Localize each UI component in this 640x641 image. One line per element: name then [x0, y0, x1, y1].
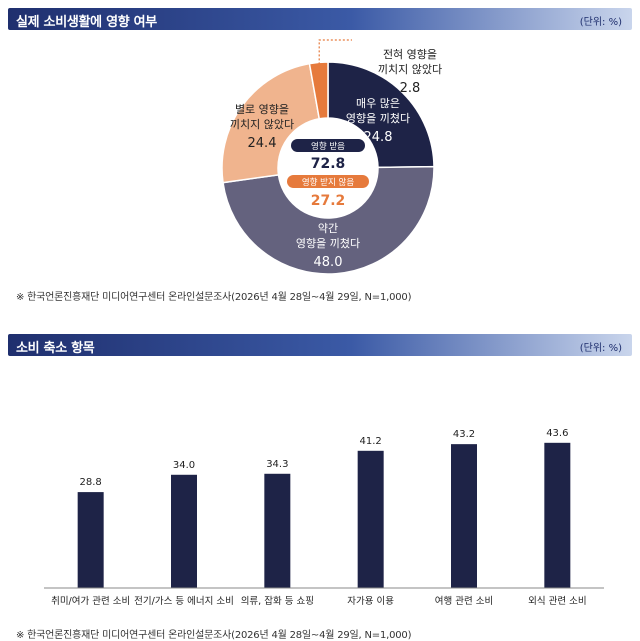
bar — [77, 492, 104, 588]
panel-consumption-impact: 실제 소비생활에 영향 여부 (단위: %) — [8, 8, 632, 30]
bar — [264, 473, 291, 588]
bar-value-label: 34.3 — [266, 459, 288, 470]
affected-value: 72.8 — [311, 156, 346, 172]
bar-value-label: 41.2 — [360, 436, 382, 447]
unaffected-value: 27.2 — [311, 193, 346, 209]
bar-value-label: 43.2 — [453, 429, 475, 440]
panel-header: 소비 축소 항목 (단위: %) — [8, 334, 632, 356]
bar-chart: 28.8 취미/여가 관련 소비 34.0 전기/가스 등 에너지 소비 34.3 의류,… — [44, 428, 604, 607]
bar — [357, 450, 384, 588]
slice-label-text: 전혀 영향을 — [383, 48, 437, 61]
leader-line — [318, 39, 352, 69]
unaffected-badge — [287, 175, 369, 188]
slice-label-text: 끼치지 않았다 — [230, 118, 294, 131]
category-label: 자가용 이용 — [347, 596, 394, 607]
slice-value: 48.0 — [314, 255, 343, 270]
affected-label: 영향 받음 — [311, 141, 345, 152]
source-note: ※ 한국언론진흥재단 미디어연구센터 온라인설문조사(2026년 4월 28일~… — [16, 630, 412, 641]
donut-slice — [308, 61, 329, 120]
bar-value-label: 34.0 — [173, 460, 195, 471]
donut-slice — [222, 165, 435, 275]
category-label: 전기/가스 등 에너지 소비 — [134, 596, 234, 607]
slice-label-text: 매우 많은 — [356, 97, 400, 110]
slice-value: 24.4 — [248, 136, 277, 151]
slice-label-text: 별로 영향을 — [235, 103, 289, 116]
category-label: 외식 관련 소비 — [528, 595, 586, 607]
bar — [451, 444, 477, 588]
donut-slice — [221, 62, 321, 184]
category-label: 의류, 잡화 등 쇼핑 — [241, 595, 314, 607]
panel-header: 실제 소비생활에 영향 여부 (단위: %) — [8, 8, 632, 30]
bar-value-label: 43.6 — [546, 428, 568, 439]
category-label: 여행 관련 소비 — [435, 595, 493, 607]
panel-title: 소비 축소 항목 — [16, 341, 95, 356]
slice-label-text: 약간 — [318, 221, 338, 235]
bar-value-label: 28.8 — [80, 477, 102, 488]
slice-value: 2.8 — [400, 81, 421, 96]
source-note: ※ 한국언론진흥재단 미디어연구센터 온라인설문조사(2026년 4월 28일~… — [16, 292, 412, 303]
slice-label-text: 영향을 끼쳤다 — [346, 112, 410, 125]
affected-badge — [291, 139, 365, 152]
unaffected-label: 영향 받지 않음 — [302, 177, 355, 188]
bar — [544, 442, 571, 588]
unit-label: (단위: %) — [579, 17, 622, 28]
slice-label-text: 끼치지 않았다 — [378, 63, 442, 76]
slice-value: 24.8 — [364, 130, 393, 145]
slice-label-text: 영향을 끼쳤다 — [296, 237, 360, 250]
unit-label: (단위: %) — [579, 343, 622, 354]
category-label: 취미/여가 관련 소비 — [51, 595, 130, 607]
panel-spending-cut-items: 소비 축소 항목 (단위: %) — [8, 334, 632, 356]
donut-slice — [327, 61, 435, 169]
bar — [171, 474, 197, 588]
panel-title: 실제 소비생활에 영향 여부 — [16, 15, 157, 30]
